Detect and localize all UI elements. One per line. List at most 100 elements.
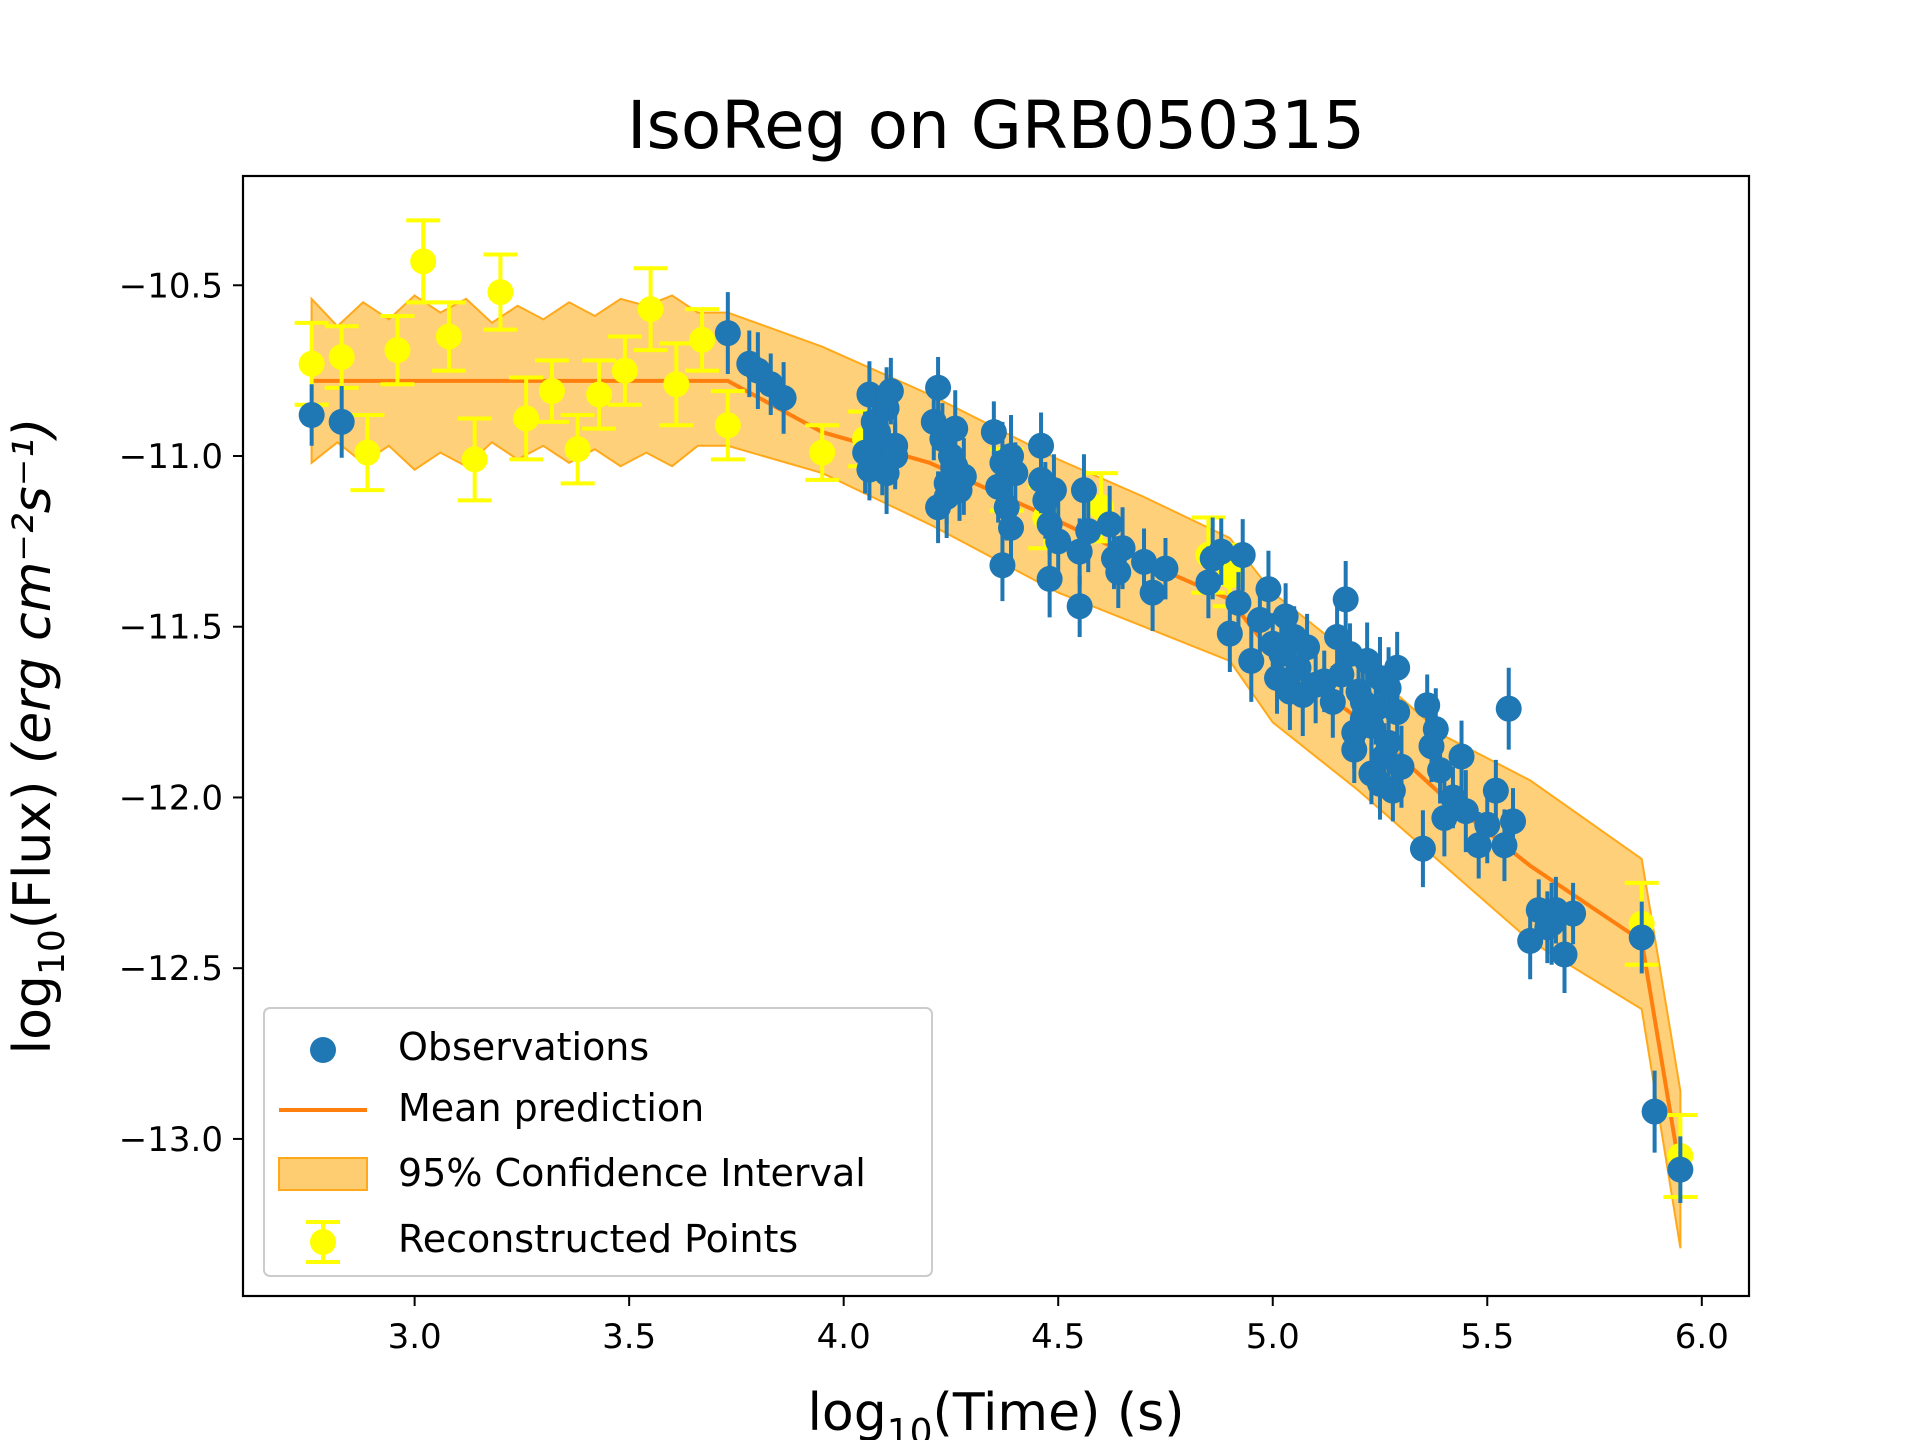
observation-point — [865, 419, 892, 446]
observation-point — [1427, 757, 1454, 784]
y-tick-label: −13.0 — [119, 1120, 223, 1160]
observation-point — [1229, 542, 1256, 569]
observation-point — [1066, 538, 1093, 565]
reconstructed-point — [611, 357, 638, 384]
observation-point — [1139, 579, 1166, 606]
observation-point — [1560, 900, 1587, 927]
observation-point — [950, 463, 977, 490]
plot-frame — [241, 174, 1751, 1298]
legend-frame — [263, 1007, 933, 1277]
legend-ci-swatch — [278, 1157, 368, 1191]
observation-point — [993, 494, 1020, 521]
observation-point — [1465, 832, 1492, 859]
legend: Observations Mean prediction 95% Confide… — [263, 1007, 933, 1277]
y-tick-label: −11.0 — [119, 437, 223, 477]
observation-point — [1641, 1098, 1668, 1125]
observation-point — [1285, 654, 1312, 681]
observation-point — [1452, 798, 1479, 825]
y-tick-label: −10.5 — [119, 266, 223, 306]
observation-point — [882, 443, 909, 469]
observation-point — [1255, 576, 1282, 603]
observation-point — [1131, 548, 1158, 575]
reconstructed-point — [328, 343, 355, 370]
observation-point — [1628, 924, 1655, 951]
observation-point — [1414, 692, 1441, 719]
observation-point — [1667, 1156, 1694, 1183]
plot-area — [294, 218, 1698, 1249]
observation-point — [1491, 832, 1518, 859]
observation-point — [1152, 555, 1179, 582]
y-tick-label: −11.5 — [119, 608, 223, 648]
observation-point — [1349, 688, 1376, 715]
observation-point — [1375, 675, 1402, 702]
observation-point — [1216, 620, 1243, 647]
x-tick-label: 6.0 — [1675, 1317, 1729, 1357]
reconstructed-point — [637, 296, 664, 323]
observation-point — [925, 374, 952, 401]
observation-point — [1195, 569, 1222, 596]
observations-layer — [298, 292, 1694, 1203]
reconstructed-point — [354, 439, 381, 466]
x-axis-label: log10(Time) (s) — [807, 1383, 1184, 1440]
observation-point — [1341, 736, 1368, 763]
observation-point — [998, 443, 1025, 469]
legend-recon-label: Reconstructed Points — [398, 1217, 798, 1261]
x-tick-label: 4.5 — [1031, 1317, 1085, 1357]
observation-point — [1431, 804, 1458, 831]
reconstructed-point — [564, 436, 591, 463]
y-tick-label: −12.5 — [119, 949, 223, 989]
x-tick-label: 5.0 — [1246, 1317, 1300, 1357]
observation-point — [877, 378, 904, 405]
x-tick-label: 4.0 — [817, 1317, 871, 1357]
observation-point — [1388, 753, 1415, 780]
observation-point — [1272, 603, 1299, 630]
observation-point — [1384, 699, 1411, 726]
observation-point — [1028, 466, 1055, 493]
observation-point — [933, 483, 960, 510]
reconstructed-point — [461, 446, 488, 473]
x-label-subscript: 10 — [887, 1412, 933, 1440]
observation-point — [980, 419, 1007, 446]
observation-point — [1551, 941, 1578, 968]
legend-ci-label: 95% Confidence Interval — [398, 1151, 866, 1195]
observation-point — [1384, 654, 1411, 681]
observation-point — [1036, 565, 1063, 592]
reconstructed-point — [538, 378, 565, 405]
observation-point — [1332, 586, 1359, 613]
x-label-prefix: log — [807, 1383, 886, 1440]
observation-point — [942, 415, 969, 442]
observation-point — [1246, 606, 1273, 633]
observation-point — [1294, 634, 1321, 661]
chart-title: IsoReg on GRB050315 — [627, 87, 1365, 164]
legend-observations-marker — [310, 1037, 336, 1063]
x-label-suffix: (Time) (s) — [933, 1383, 1185, 1440]
observation-point — [1225, 589, 1252, 616]
observation-point — [989, 552, 1016, 579]
observation-point — [1422, 716, 1449, 743]
observation-point — [1238, 647, 1265, 674]
y-tick-label: −12.0 — [119, 778, 223, 818]
reconstructed-point — [586, 381, 613, 408]
y-label-subscript: 10 — [32, 929, 73, 975]
x-tick-label: 5.5 — [1460, 1317, 1514, 1357]
reconstructed-point — [298, 350, 325, 377]
observation-point — [1066, 593, 1093, 620]
x-tick-label: 3.5 — [602, 1317, 656, 1357]
reconstructed-point — [1216, 562, 1243, 589]
observation-point — [1045, 528, 1072, 555]
legend-mean-label: Mean prediction — [398, 1086, 704, 1130]
observation-point — [1367, 770, 1394, 797]
observation-point — [1500, 808, 1527, 835]
observation-point — [1375, 729, 1402, 756]
observation-point — [1075, 518, 1102, 545]
reconstructed-point — [809, 439, 836, 466]
reconstructed-point — [714, 412, 741, 439]
observation-point — [1358, 712, 1385, 739]
observation-point — [1474, 811, 1501, 838]
reconstructed-point — [689, 326, 716, 353]
observation-point — [714, 320, 741, 347]
legend-observations-label: Observations — [398, 1025, 649, 1069]
y-axis-label: log10(Flux) (erg cm⁻²s⁻¹) — [3, 418, 73, 1055]
observation-point — [998, 514, 1025, 541]
